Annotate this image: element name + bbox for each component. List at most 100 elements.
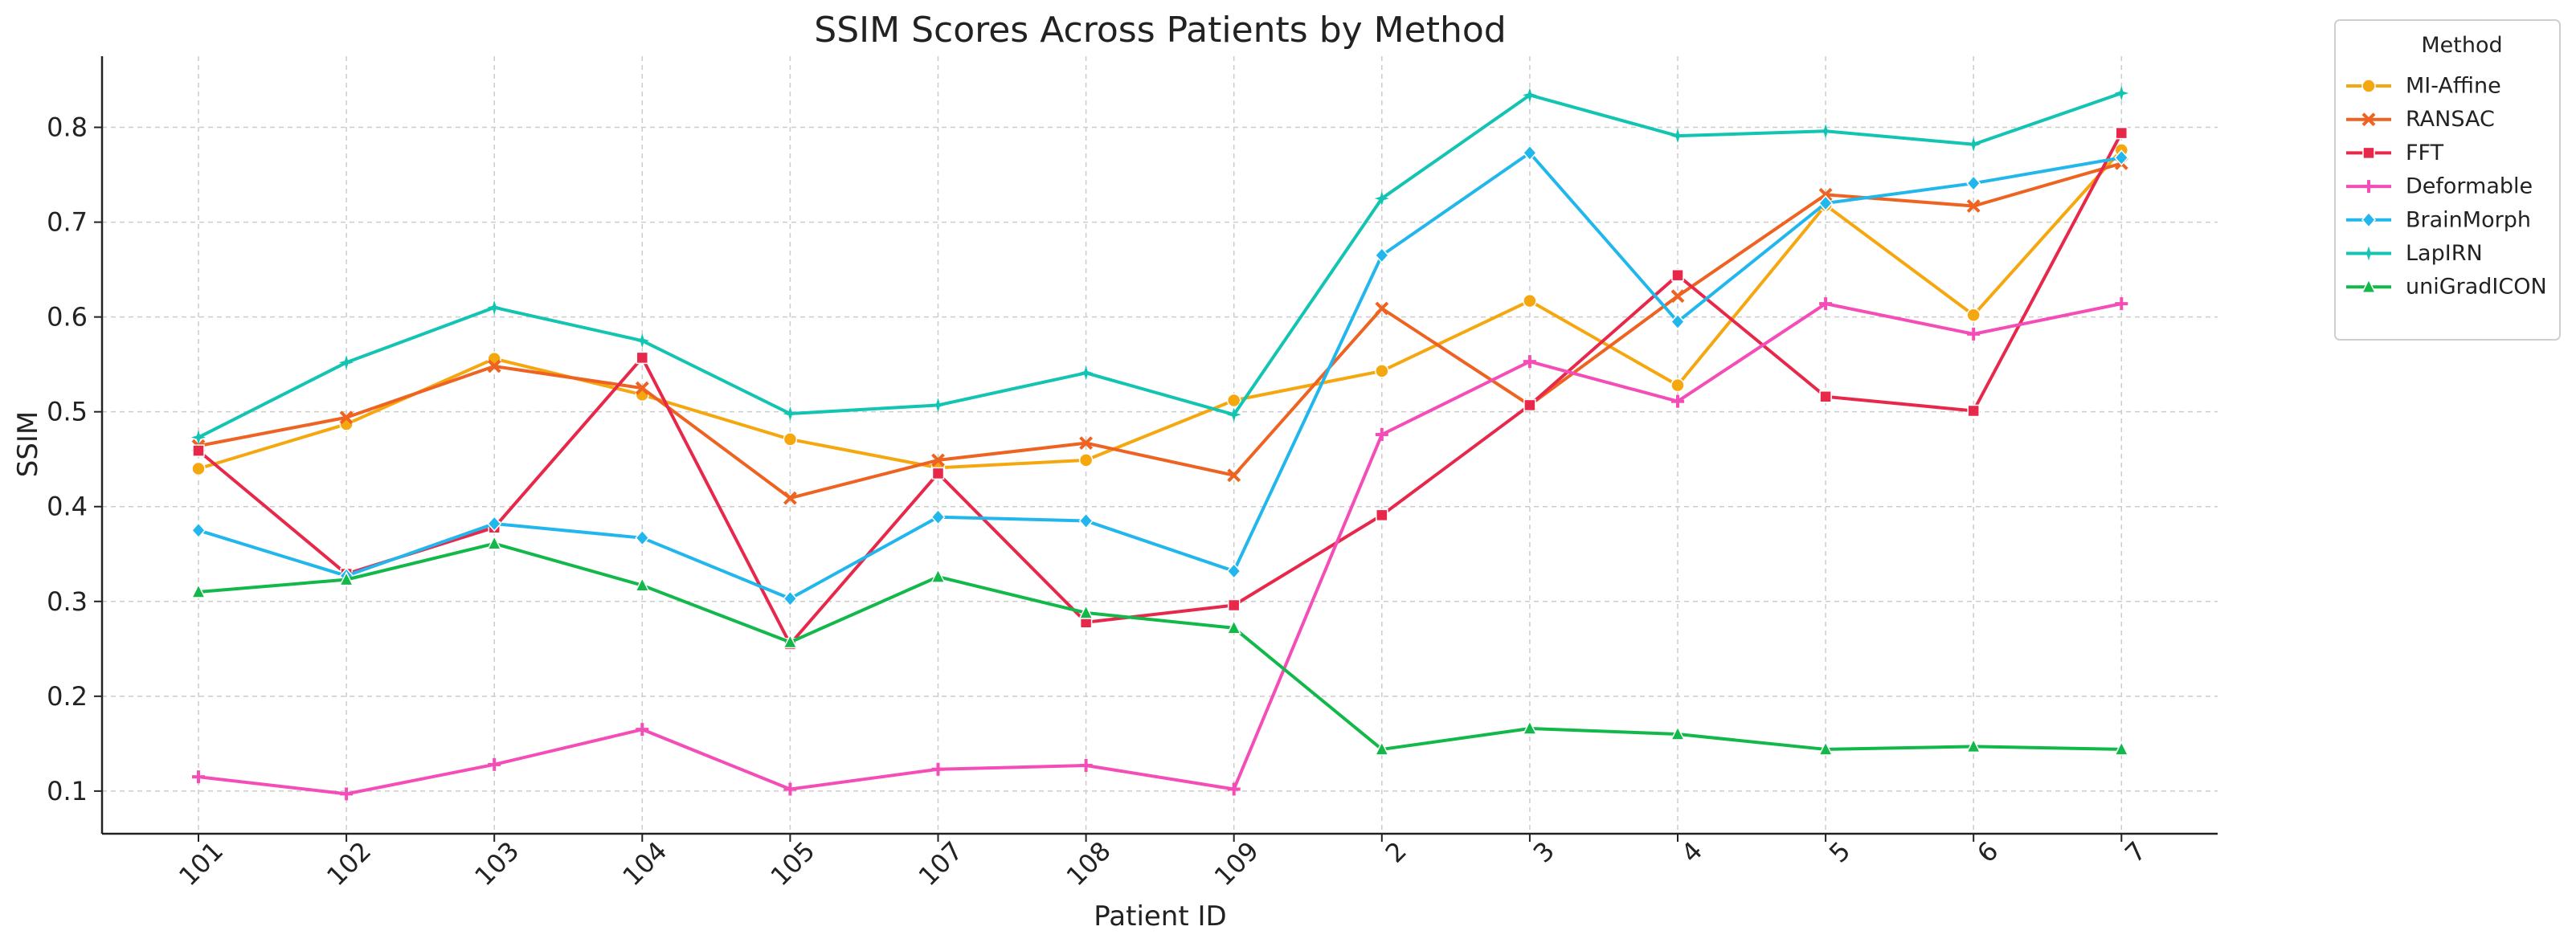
legend: Method MI-Affine RANSAC FFT Deformable BrainM… [2334,19,2561,341]
data-point-deformable [192,770,205,784]
data-point-brainmorph [1374,247,1389,264]
legend-item-brainmorph: BrainMorph [2346,207,2531,232]
legend-marker [2362,146,2375,160]
series-line-mi-affine [198,149,2123,471]
legend-marker [2362,180,2375,194]
data-point-lapirn [487,300,502,315]
series-layer [190,86,2129,801]
grid-lines [102,56,2218,834]
legend-item-deformable: Deformable [2346,174,2533,199]
data-point-lapirn [1226,407,1241,422]
data-point-lapirn [1966,137,1981,152]
data-point-unigradicon [1374,741,1390,756]
legend-label: BrainMorph [2406,207,2531,232]
data-point-fft [1967,404,1980,418]
legend-label: RANSAC [2406,107,2495,132]
x-tick-label: 101 [173,835,229,892]
data-point-lapirn [635,333,650,349]
legend-marker [2361,112,2376,127]
data-point-unigradicon [1670,725,1686,741]
data-point-lapirn [930,398,946,413]
legend-item-ransac: RANSAC [2346,107,2495,132]
data-point-brainmorph [1522,145,1537,161]
legend-marker [2361,246,2376,261]
data-point-lapirn [783,406,798,422]
data-point-ransac [1079,436,1094,451]
legend-marker [2361,211,2377,228]
data-point-lapirn [1078,365,1094,381]
y-tick-label: 0.8 [47,112,88,143]
data-point-unigradicon [1078,604,1094,619]
data-point-brainmorph [635,529,650,546]
x-tick-label: 104 [616,835,673,892]
series-line-ransac [198,161,2122,500]
data-point-unigradicon [1226,619,1241,635]
series-fft [192,126,2128,651]
data-point-fft [1819,390,1832,403]
y-tick-label: 0.5 [47,397,88,427]
data-point-deformable [1523,355,1536,369]
x-tick-label: 2 [1380,835,1413,868]
data-point-unigradicon [1818,741,1834,756]
data-point-unigradicon [635,577,650,592]
legend-marker [2361,278,2377,293]
data-point-fft [192,444,205,457]
legend-item-fft: FFT [2346,141,2444,165]
data-point-ransac [783,491,797,505]
y-axis-ticks: 0.1 0.2 0.3 0.4 0.5 0.6 0.7 0.8 [47,112,102,806]
legend-label: Deformable [2406,174,2533,199]
data-point-mi-affine [1226,393,1241,408]
data-point-lapirn [1522,88,1537,103]
data-point-unigradicon [486,535,502,550]
data-point-fft [1523,398,1536,412]
series-mi-affine [191,143,2129,476]
series-line-fft [197,132,2124,646]
series-line-deformable [198,302,2122,796]
data-point-mi-affine [1966,308,1981,323]
legend-label: uniGradICON [2406,275,2547,300]
series-unigradicon [190,535,2129,756]
y-tick-label: 0.3 [47,586,88,617]
data-point-deformable [2115,297,2128,311]
data-point-fft [1376,508,1388,522]
data-point-ransac [635,381,649,395]
legend-label: MI-Affine [2406,74,2501,99]
data-point-lapirn [1670,129,1685,144]
data-point-deformable [1967,327,1981,341]
x-tick-label: 6 [1971,835,2004,868]
series-line-lapirn [198,92,2122,439]
data-point-brainmorph [487,515,502,533]
data-point-ransac [1966,199,1981,213]
data-point-mi-affine [1078,453,1094,467]
legend-label: FFT [2406,141,2444,165]
y-tick-label: 0.1 [47,776,88,806]
data-point-ransac [1375,301,1389,316]
data-point-brainmorph [1670,313,1686,330]
data-point-deformable [1671,394,1684,408]
x-tick-label: 103 [468,835,525,892]
data-point-lapirn [1818,124,1834,139]
y-tick-label: 0.6 [47,302,88,333]
y-tick-label: 0.2 [47,681,88,712]
data-point-unigradicon [190,583,206,598]
series-ransac [191,156,2128,505]
data-point-fft [636,351,649,365]
series-line-brainmorph [198,151,2122,601]
data-point-fft [1671,268,1684,282]
data-point-deformable [1819,297,1833,311]
data-point-unigradicon [338,570,354,586]
data-point-brainmorph [1226,562,1241,580]
data-point-lapirn [191,430,206,445]
data-point-ransac [1227,468,1241,483]
data-point-brainmorph [783,590,798,607]
x-tick-label: 102 [321,835,377,892]
data-point-deformable [783,782,797,796]
data-point-lapirn [339,355,354,370]
data-point-mi-affine [1375,364,1389,378]
legend-title: Method [2421,33,2502,58]
data-point-deformable [1375,428,1388,442]
legend-item-mi-affine: MI-Affine [2346,74,2501,99]
series-deformable [192,297,2128,801]
data-point-fft [1227,598,1241,612]
